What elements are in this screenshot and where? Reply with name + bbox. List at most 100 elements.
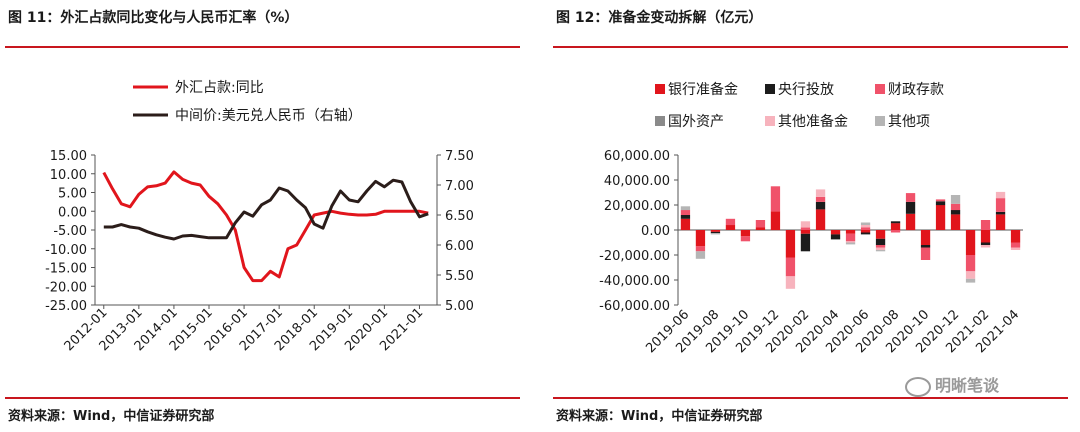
bottom-rule — [5, 397, 520, 399]
figure-11-title: 图 11：外汇占款同比变化与人民币汇率（%） — [8, 10, 299, 26]
bar-segment — [860, 225, 871, 228]
bar-segment — [770, 211, 781, 231]
bar-segment — [845, 233, 856, 242]
bar-segment — [800, 227, 811, 230]
source-note: 资料来源：Wind，中信证券研究部 — [8, 409, 215, 424]
y-tick-label-right: 6.50 — [445, 209, 474, 224]
bar-segment — [860, 222, 871, 225]
bar-segment — [800, 221, 811, 228]
legend-swatch — [765, 116, 775, 126]
bar-segment — [695, 246, 706, 252]
bar-segment — [980, 230, 991, 243]
bar-segment — [920, 245, 931, 248]
bar-segment — [860, 232, 871, 235]
bar-segment — [1010, 230, 1021, 243]
bar-segment — [965, 271, 976, 279]
bar-segment — [890, 223, 901, 230]
bar-segment — [755, 220, 766, 228]
bar-segment — [905, 201, 916, 214]
y-tick-label-right: 7.50 — [445, 149, 474, 164]
y-tick-label-right: 5.00 — [445, 299, 474, 314]
right-figure-panel: 图 12：准备金变动拆解（亿元） 银行准备金 央行投放 财政存款 国外资产 其他准备金 其… — [553, 0, 1073, 432]
bar-segment — [695, 230, 706, 247]
legend-swatch — [875, 116, 885, 126]
bar-segment — [890, 230, 901, 233]
bar-segment — [725, 218, 736, 226]
y-tick-label-left: 15.00 — [50, 149, 87, 164]
bar-segment — [830, 230, 841, 235]
y-tick-label-left: -20.00 — [45, 280, 87, 295]
bar-segment — [845, 241, 856, 243]
bar-segment — [725, 225, 736, 230]
bar-segment — [680, 218, 691, 231]
bar-segment — [815, 209, 826, 230]
bar-segment — [785, 276, 796, 289]
legend-label: 财政存款 — [888, 82, 944, 98]
bar-segment — [980, 220, 991, 230]
bar-segment — [980, 242, 991, 245]
bar-segment — [845, 230, 856, 234]
y-tick-label-left: 5.00 — [58, 187, 87, 202]
bar-segment — [845, 242, 856, 245]
bar-segment — [755, 227, 766, 230]
legend-label: 中间价:美元兑人民币（右轴） — [175, 108, 362, 124]
wechat-icon — [905, 376, 931, 397]
bar-segment — [800, 233, 811, 252]
bar-segment — [995, 191, 1006, 199]
y-tick-label-right: 5.50 — [445, 269, 474, 284]
y-tick-label-left: -25.00 — [45, 299, 87, 314]
top-rule — [553, 46, 1068, 48]
watermark: 明晰笔谈 — [905, 372, 999, 397]
legend-label: 央行投放 — [778, 82, 834, 98]
bar-segment — [680, 210, 691, 215]
figure-12-title: 图 12：准备金变动拆解（亿元） — [556, 10, 763, 26]
y-tick-label: 60,000.00 — [604, 149, 670, 164]
bar-segment — [875, 245, 886, 248]
bar-segment — [1010, 247, 1021, 250]
series-line — [103, 178, 429, 241]
y-tick-label: 40,000.00 — [604, 174, 670, 189]
bar-segment — [695, 251, 706, 259]
bar-segment — [965, 278, 976, 283]
bar-segment — [680, 206, 691, 211]
bar-segment — [950, 210, 961, 215]
legend-label: 其他项 — [888, 114, 930, 130]
bar-segment — [740, 236, 751, 242]
legend-swatch — [655, 84, 665, 94]
bar-segment — [800, 230, 811, 234]
bar-segment — [950, 195, 961, 204]
y-tick-label-left: -15.00 — [45, 262, 87, 277]
bar-segment — [785, 230, 796, 258]
bar-segment — [935, 199, 946, 202]
bar-segment — [905, 213, 916, 231]
bar-segment — [875, 230, 886, 239]
bar-segment — [935, 201, 946, 206]
bar-segment — [905, 193, 916, 202]
source-note: 资料来源：Wind，中信证券研究部 — [556, 409, 763, 424]
bar-segment — [710, 231, 721, 234]
bar-segment — [920, 230, 931, 245]
y-tick-label: -60,000.00 — [599, 299, 670, 314]
y-tick-label: -20,000.00 — [599, 249, 670, 264]
bar-segment — [890, 221, 901, 224]
y-tick-label-left: 10.00 — [50, 168, 87, 183]
bar-segment — [920, 247, 931, 260]
bar-segment — [815, 201, 826, 210]
legend-swatch — [875, 84, 885, 94]
bar-segment — [935, 205, 946, 230]
bar-segment — [815, 196, 826, 202]
y-tick-label-left: 0.00 — [58, 205, 87, 220]
bar-segment — [785, 257, 796, 277]
bar-segment — [965, 230, 976, 255]
bar-segment — [860, 227, 871, 230]
y-tick-label-left: -10.00 — [45, 243, 87, 258]
legend-label: 国外资产 — [668, 114, 724, 130]
bar-segment — [710, 230, 721, 232]
bar-segment — [875, 247, 886, 250]
bar-segment — [710, 233, 721, 235]
bar-segment — [860, 230, 871, 233]
legend-swatch — [765, 84, 775, 94]
bar-segment — [995, 198, 1006, 212]
